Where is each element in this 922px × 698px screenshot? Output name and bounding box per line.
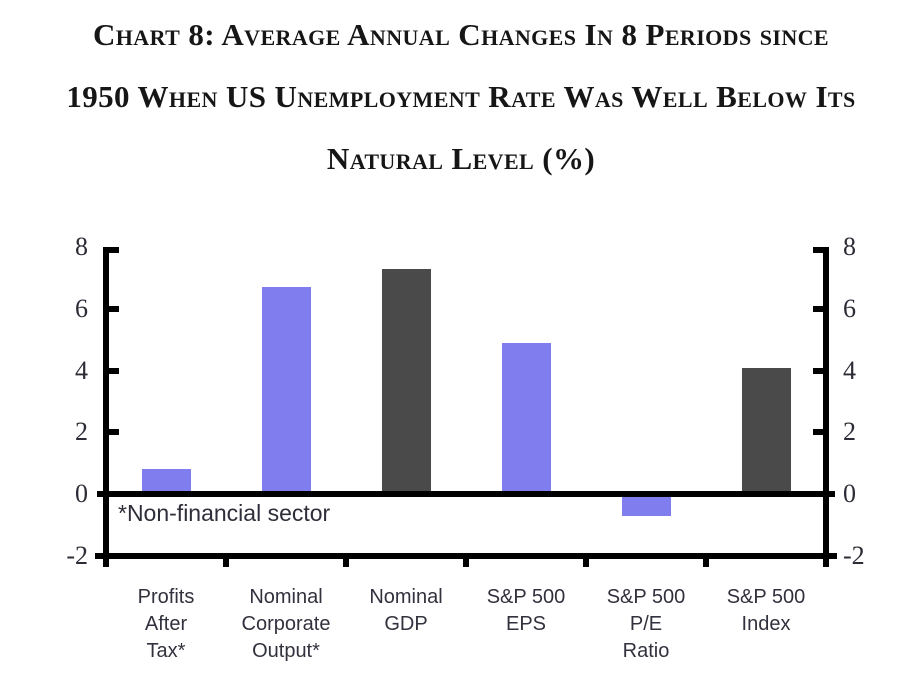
x-label-line: Tax*	[146, 640, 186, 662]
x-label-sp500-pe-ratio: S&P 500 P/E Ratio	[581, 584, 711, 665]
x-axis-tick	[223, 558, 229, 567]
chart-title-line-2: 1950 When US Unemployment Rate Was Well …	[66, 79, 856, 114]
x-label-line: Ratio	[622, 640, 670, 662]
x-label-nominal-corporate-output: Nominal Corporate Output*	[221, 584, 351, 665]
x-label-sp500-eps: S&P 500 EPS	[461, 584, 591, 638]
y-tick-label-right: -2	[843, 541, 865, 570]
bar-nominal-corporate-output	[261, 287, 311, 495]
y-tick-label-left: 6	[75, 293, 88, 323]
bar-nominal-gdp	[381, 268, 431, 495]
x-axis-tick	[823, 558, 829, 567]
y-tick-right	[813, 367, 823, 374]
y-tick-right	[813, 305, 823, 312]
y-tick-left	[109, 305, 119, 312]
x-label-line: EPS	[505, 613, 547, 635]
y-tick-left	[109, 367, 119, 374]
bar-profits-after-tax	[141, 469, 191, 495]
x-axis-tick	[463, 558, 469, 567]
y-tick-label-left: 4	[75, 355, 88, 385]
x-label-line: S&P 500	[606, 586, 686, 608]
x-label-line: S&P 500	[486, 586, 566, 608]
y-tick-label-right: 2	[843, 417, 856, 447]
x-axis-line	[95, 553, 837, 559]
x-label-sp500-index: S&P 500 Index	[701, 584, 831, 638]
x-label-line: Nominal	[249, 586, 323, 608]
x-axis-tick	[703, 558, 709, 567]
bar-sp500-index	[741, 367, 791, 495]
zero-line	[97, 491, 835, 498]
x-label-line: GDP	[384, 613, 428, 635]
plot-area: *Non-financial sector 8 8 6 6 4 4 2 2 0 0 -2 -2 Profi…	[66, 232, 864, 662]
y-tick-label-right: 6	[843, 293, 856, 323]
x-axis-tick	[343, 558, 349, 567]
bar-sp500-pe-ratio	[621, 494, 671, 516]
y-tick-label-right: 8	[843, 232, 856, 261]
y-tick-right	[813, 429, 823, 436]
y-tick-label-right: 4	[843, 355, 856, 385]
y-tick-label-left: -2	[66, 541, 88, 570]
x-label-line: S&P 500	[726, 586, 806, 608]
y-tick-label-left: 2	[75, 417, 88, 447]
chart-title: Chart 8: Average Annual Changes In 8 Per…	[0, 4, 922, 190]
x-axis-tick	[103, 558, 109, 567]
x-label-nominal-gdp: Nominal GDP	[341, 584, 471, 638]
y-axis-left	[103, 247, 109, 556]
x-label-line: P/E	[629, 613, 663, 635]
x-axis-tick	[583, 558, 589, 567]
chart-title-line-1: Chart 8: Average Annual Changes In 8 Per…	[93, 17, 829, 52]
y-tick-label-left: 8	[75, 232, 88, 261]
y-tick-left	[109, 247, 119, 253]
y-axis-right	[823, 247, 829, 556]
x-label-line: Corporate	[241, 613, 331, 635]
x-label-line: Output*	[252, 640, 320, 662]
y-tick-label-right: 0	[843, 479, 856, 509]
y-tick-left	[109, 429, 119, 436]
y-tick-label-left: 0	[75, 479, 88, 509]
x-label-line: Profits	[137, 586, 195, 608]
x-label-profits-after-tax: Profits After Tax*	[101, 584, 231, 665]
x-label-line: After	[144, 613, 188, 635]
chart-title-line-3: Natural Level (%)	[326, 141, 596, 176]
x-label-line: Index	[741, 613, 791, 635]
bar-sp500-eps	[501, 342, 551, 495]
y-tick-right	[813, 247, 823, 253]
x-label-line: Nominal	[369, 586, 443, 608]
footnote: *Non-financial sector	[118, 500, 331, 526]
